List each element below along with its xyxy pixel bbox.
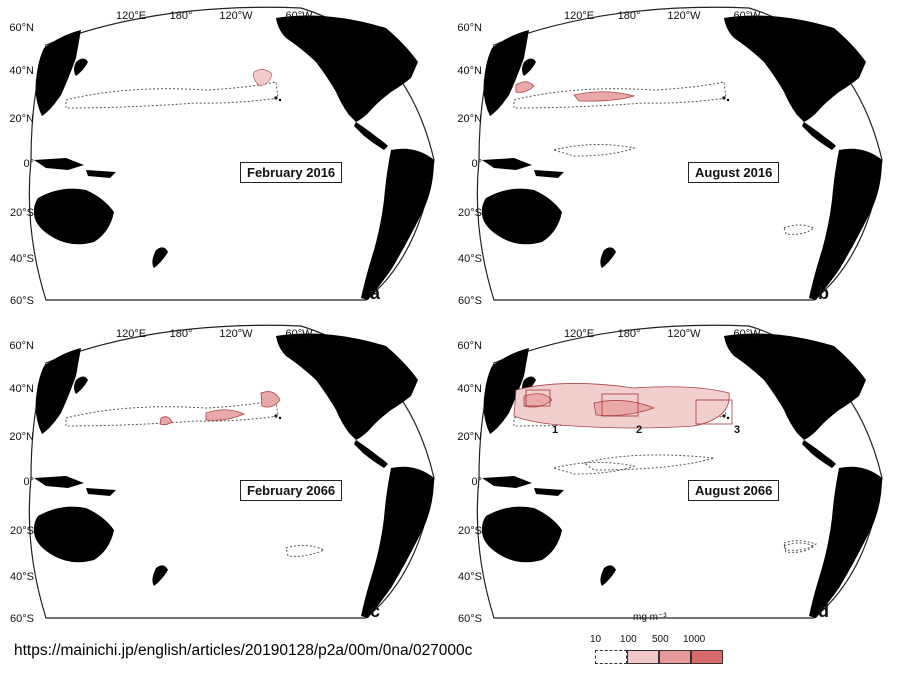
legend-swatch-1000-plus bbox=[691, 650, 723, 664]
legend-swatch-500-1000 bbox=[659, 650, 691, 664]
panel-letter: a bbox=[370, 283, 381, 303]
longitude-label: 180° bbox=[618, 328, 641, 340]
latitude-label: 20°N bbox=[457, 431, 482, 443]
legend-swatch-10-100 bbox=[595, 650, 627, 664]
latitude-label: 0° bbox=[471, 158, 482, 170]
legend-unit: mg m⁻³ bbox=[633, 612, 667, 623]
region-label-3: 3 bbox=[734, 424, 740, 436]
longitude-label: 60°W bbox=[285, 328, 313, 340]
map-panel-august-2066: 1 2 3 120°E 180° 120°W 60°W 60°N 40°N 20°N 0° 20°S 4… bbox=[454, 318, 894, 634]
longitude-label: 120°W bbox=[667, 10, 701, 22]
north-america-landmass bbox=[276, 333, 418, 440]
longitude-label: 60°W bbox=[733, 328, 761, 340]
asia-landmass bbox=[483, 30, 529, 116]
longitude-label: 120°E bbox=[116, 328, 146, 340]
latitude-label: 20°N bbox=[9, 431, 34, 443]
longitude-label: 180° bbox=[170, 10, 193, 22]
latitude-label: 60°N bbox=[457, 22, 482, 34]
panel-title: February 2066 bbox=[240, 480, 343, 501]
latitude-label: 0° bbox=[471, 476, 482, 488]
map-panel-february-2066: 120°E 180° 120°W 60°W 60°N 40°N 20°N 0° 20°S 40°S… bbox=[6, 318, 446, 634]
latitude-label: 40°S bbox=[10, 253, 34, 265]
panel-title: February 2016 bbox=[240, 162, 343, 183]
latitude-label: 20°S bbox=[10, 525, 34, 537]
longitude-label: 120°W bbox=[219, 328, 253, 340]
australia-landmass bbox=[481, 188, 562, 245]
longitude-label: 120°E bbox=[564, 10, 594, 22]
map-svg: 120°E 180° 120°W 60°W 60°N 40°N 20°N 0° 20°S 40°S… bbox=[9, 324, 435, 625]
latitude-label: 0° bbox=[23, 476, 34, 488]
latitude-label: 40°S bbox=[458, 253, 482, 265]
south-america-landmass bbox=[809, 148, 882, 300]
north-america-landmass bbox=[724, 333, 866, 440]
legend-tick-10: 10 bbox=[590, 634, 602, 645]
latitude-label: 60°S bbox=[458, 613, 482, 625]
longitude-label: 60°W bbox=[285, 10, 313, 22]
longitude-label: 120°E bbox=[564, 328, 594, 340]
asia-landmass bbox=[483, 348, 529, 434]
legend-swatch-100-500 bbox=[627, 650, 659, 664]
asia-landmass bbox=[35, 30, 81, 116]
latitude-label: 20°N bbox=[457, 113, 482, 125]
panel-letter: b bbox=[818, 283, 829, 303]
region-label-1: 1 bbox=[552, 424, 558, 436]
panel-title: August 2066 bbox=[688, 480, 780, 501]
latitude-label: 60°N bbox=[457, 340, 482, 352]
australia-landmass bbox=[33, 188, 114, 245]
legend-tick-100: 100 bbox=[620, 634, 637, 645]
map-svg: 120°E 180° 120°W 60°W 60°N 40°N 20°N 0° 20°S 40°S… bbox=[457, 6, 883, 307]
latitude-label: 60°N bbox=[9, 22, 34, 34]
latitude-label: 40°N bbox=[457, 383, 482, 395]
north-america-landmass bbox=[276, 15, 418, 123]
latitude-label: 40°S bbox=[10, 571, 34, 583]
latitude-label: 0° bbox=[23, 158, 34, 170]
map-svg: 120°E 180° 120°W 60°W 60°N 40°N 20°N 0° 20°S 40°S… bbox=[9, 6, 435, 307]
latitude-label: 60°S bbox=[10, 613, 34, 625]
latitude-label: 60°S bbox=[458, 295, 482, 307]
map-svg: 1 2 3 120°E 180° 120°W 60°W 60°N 40°N 20°N 0° 20°S 4… bbox=[457, 324, 883, 625]
latitude-label: 20°S bbox=[458, 525, 482, 537]
legend-tick-1000: 1000 bbox=[683, 634, 706, 645]
longitude-label: 180° bbox=[618, 10, 641, 22]
longitude-label: 120°W bbox=[667, 328, 701, 340]
longitude-label: 180° bbox=[170, 328, 193, 340]
australia-landmass bbox=[481, 506, 562, 563]
longitude-label: 120°W bbox=[219, 10, 253, 22]
latitude-label: 40°S bbox=[458, 571, 482, 583]
panel-letter: c bbox=[370, 601, 381, 621]
latitude-label: 60°S bbox=[10, 295, 34, 307]
legend-tick-500: 500 bbox=[652, 634, 669, 645]
north-america-landmass bbox=[724, 15, 866, 123]
source-url: https://mainichi.jp/english/articles/201… bbox=[14, 642, 473, 659]
longitude-label: 120°E bbox=[116, 10, 146, 22]
latitude-label: 20°S bbox=[458, 207, 482, 219]
latitude-label: 20°N bbox=[9, 113, 34, 125]
latitude-label: 40°N bbox=[9, 65, 34, 77]
asia-landmass bbox=[35, 348, 81, 434]
latitude-label: 60°N bbox=[9, 340, 34, 352]
latitude-label: 40°N bbox=[9, 383, 34, 395]
south-america-landmass bbox=[361, 148, 434, 300]
panel-letter: d bbox=[818, 601, 829, 621]
australia-landmass bbox=[33, 506, 114, 563]
latitude-label: 40°N bbox=[457, 65, 482, 77]
map-panel-august-2016: 120°E 180° 120°W 60°W 60°N 40°N 20°N 0° 20°S 40°S… bbox=[454, 0, 894, 316]
longitude-label: 60°W bbox=[733, 10, 761, 22]
region-label-2: 2 bbox=[636, 424, 642, 436]
south-america-landmass bbox=[361, 466, 434, 618]
panel-title: August 2016 bbox=[688, 162, 780, 183]
concentration-legend: mg m⁻³ 10 100 500 1000 bbox=[585, 612, 735, 672]
map-panel-february-2016: 120°E 180° 120°W 60°W 60°N 40°N 20°N 0° 20°S 40°S… bbox=[6, 0, 446, 316]
south-america-landmass bbox=[809, 466, 882, 618]
latitude-label: 20°S bbox=[10, 207, 34, 219]
